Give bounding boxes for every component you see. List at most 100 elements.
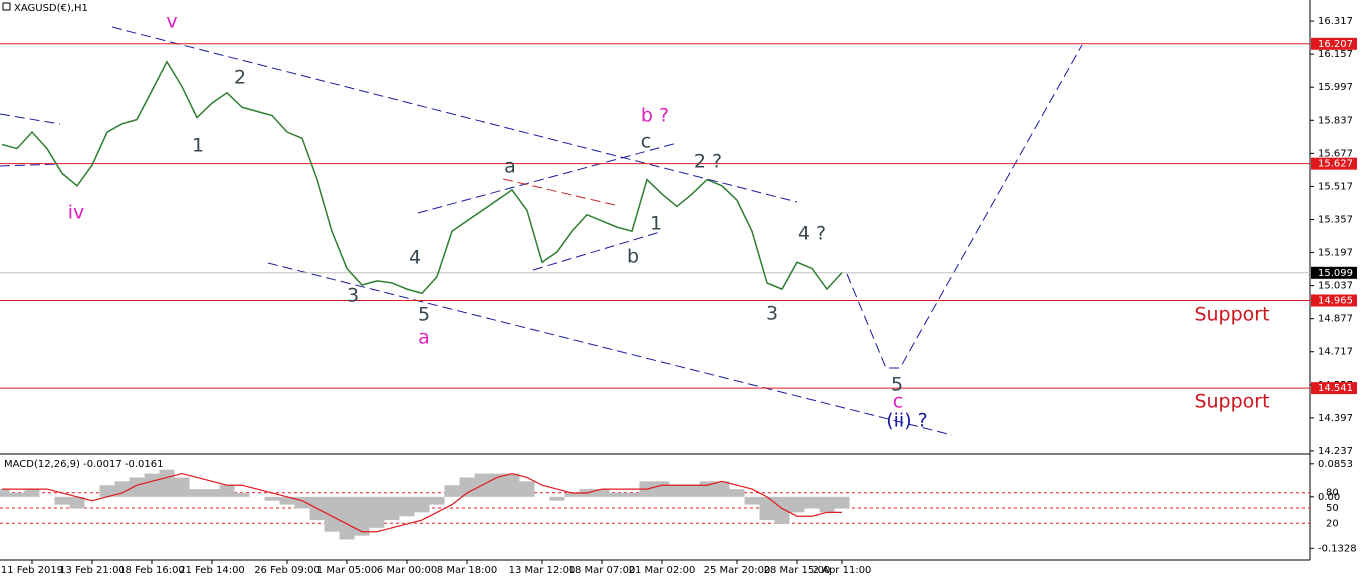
wave-label: c <box>893 391 903 413</box>
level-tag <box>1311 382 1357 395</box>
macd-bar <box>129 477 145 497</box>
level-label: 15.627 <box>1318 159 1353 170</box>
signal-line <box>2 472 842 533</box>
y-tick-label: 16.317 <box>1318 16 1353 27</box>
level-label: 15.099 <box>1318 268 1353 279</box>
y-tick-label: 15.037 <box>1318 281 1353 292</box>
macd-bar <box>219 485 235 497</box>
macd-bar <box>264 496 280 501</box>
wave-label: c <box>641 131 651 153</box>
wave-label: (ii) ? <box>886 410 928 432</box>
y-tick-label: 15.677 <box>1318 148 1353 159</box>
macd-bar <box>399 496 415 517</box>
macd-bar <box>414 496 430 513</box>
macd-bar <box>384 496 400 521</box>
level-label: 20 <box>1326 518 1339 529</box>
chart-title: XAGUSD(€),H1 <box>14 3 88 14</box>
level-tag <box>1311 294 1357 307</box>
macd-bar <box>339 496 355 540</box>
macd-bar <box>759 496 775 521</box>
wave-label: 4 ? <box>798 223 826 245</box>
channel-line <box>532 231 661 271</box>
level-tag <box>1311 266 1357 279</box>
x-tick-label: 26 Feb 09:00 <box>254 565 320 576</box>
wave-label: b <box>627 246 639 268</box>
macd-bar <box>99 485 115 497</box>
macd-bar <box>519 481 535 497</box>
macd-bar <box>69 496 85 509</box>
y-tick-label: 0.00 <box>1318 492 1340 503</box>
channel-line <box>0 113 61 125</box>
wave-label: 1 <box>192 135 204 157</box>
y-tick-label: -0.1328 <box>1318 543 1357 554</box>
macd-bar <box>0 489 10 497</box>
macd-bar <box>114 481 130 497</box>
macd-bar <box>729 489 745 497</box>
x-tick-label: 6 Mar 00:00 <box>377 565 437 576</box>
macd-bar <box>354 496 370 536</box>
wave-label: 3 <box>347 285 359 307</box>
y-tick-label: 14.237 <box>1318 446 1353 457</box>
macd-bar <box>744 496 760 505</box>
y-tick-label: 15.997 <box>1318 82 1353 93</box>
x-tick-label: 18 Mar 07:00 <box>569 565 636 576</box>
projection <box>846 44 1083 369</box>
macd-bar <box>504 473 520 497</box>
level-label: 14.541 <box>1318 383 1353 394</box>
y-tick-label: 15.517 <box>1318 181 1353 192</box>
wave-label: 5 <box>418 304 430 326</box>
macd-bar <box>459 477 475 497</box>
y-tick-label: 0.0853 <box>1318 459 1353 470</box>
channel-line <box>111 26 798 203</box>
x-tick-label: 13 Mar 12:00 <box>509 565 576 576</box>
macd-label: MACD(12,26,9) -0.0017 -0.0161 <box>4 459 164 470</box>
x-tick-label: 8 Mar 18:00 <box>437 565 497 576</box>
macd-bar <box>549 496 565 501</box>
x-tick-label: 11 Feb 2019 <box>1 565 63 576</box>
macd-bar <box>594 489 610 497</box>
y-tick-label: 15.357 <box>1318 214 1353 225</box>
wave-label: v <box>166 11 177 33</box>
wave-label: b ? <box>641 105 669 127</box>
macd-bar <box>54 496 70 505</box>
wave-label: iv <box>68 202 85 224</box>
x-tick-label: 2 Apr 11:00 <box>813 565 872 576</box>
x-tick-label: 13 Feb 21:00 <box>59 565 125 576</box>
y-tick-label: 15.837 <box>1318 115 1353 126</box>
macd-bar <box>204 489 220 497</box>
wave-label: 3 <box>766 303 778 325</box>
macd-bar <box>429 496 445 505</box>
macd-bar <box>564 492 580 497</box>
macd-bar <box>294 496 310 509</box>
channel-line <box>502 178 616 206</box>
macd-bar <box>684 485 700 497</box>
x-tick-label: 28 Mar 15:00 <box>764 565 831 576</box>
x-tick-label: 18 Feb 16:00 <box>119 565 185 576</box>
macd-bar <box>624 492 640 497</box>
macd-bar <box>174 477 190 497</box>
macd-bar <box>24 489 40 497</box>
level-label: 16.207 <box>1318 39 1353 50</box>
wave-label: a <box>418 327 430 349</box>
macd-bar <box>834 496 850 509</box>
macd-bar <box>609 492 625 497</box>
channel-line <box>0 163 61 167</box>
macd-bar <box>444 485 460 497</box>
macd-bar <box>774 496 790 524</box>
wave-label: Support <box>1194 304 1269 326</box>
macd-bar <box>9 492 25 497</box>
macd-bar <box>819 496 835 513</box>
level-label: 80 <box>1326 488 1339 499</box>
level-label: 50 <box>1326 503 1339 514</box>
wave-label: 1 <box>650 213 662 235</box>
macd-bar <box>234 492 250 497</box>
level-tag <box>1311 157 1357 170</box>
macd-bar <box>714 481 730 497</box>
wave-label: 5 <box>891 374 903 396</box>
macd-bar <box>669 485 685 497</box>
price-line <box>1 60 843 295</box>
macd-bar <box>654 481 670 497</box>
symbol-icon <box>2 2 11 11</box>
x-tick-label: 21 Feb 14:00 <box>179 565 245 576</box>
